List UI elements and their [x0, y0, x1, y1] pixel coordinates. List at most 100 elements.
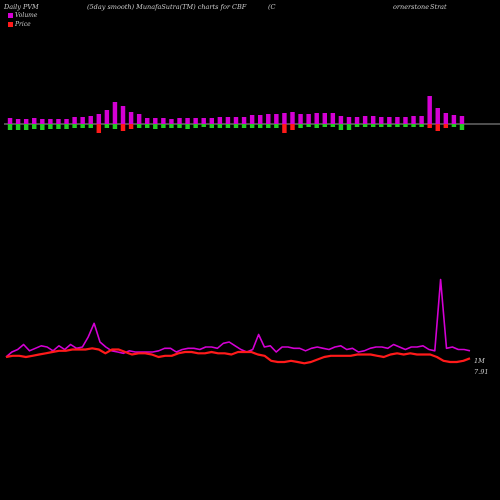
volume-bar-up	[451, 115, 457, 124]
volume-bar-down	[387, 124, 392, 127]
volume-bar-up	[395, 117, 400, 124]
volume-bar-down	[15, 124, 21, 130]
volume-bar-up	[136, 114, 142, 124]
volume-end-label: 1M	[474, 357, 485, 365]
volume-bar-up	[346, 117, 352, 124]
volume-bar-down	[362, 124, 368, 127]
volume-bar-down	[427, 124, 432, 128]
volume-bar-up	[128, 112, 134, 124]
volume-bar-down	[40, 124, 45, 130]
volume-bar-down	[266, 124, 271, 128]
volume-bar-down	[56, 124, 61, 129]
volume-bar-down	[153, 124, 158, 129]
volume-bar-up	[15, 119, 21, 124]
volume-bar-up	[379, 117, 384, 124]
chart-title: (5day smooth) MunafaSutra(TM) charts for…	[87, 3, 247, 11]
volume-bar-up	[104, 110, 110, 124]
volume-bar-down	[451, 124, 457, 127]
volume-bar-down	[403, 124, 408, 127]
volume-bar-down	[120, 124, 126, 131]
volume-bar-down	[411, 124, 416, 127]
legend-item-volume: Volume	[8, 11, 37, 20]
volume-bar-down	[80, 124, 85, 128]
volume-bar-down	[48, 124, 53, 129]
header-right-b: Strat	[430, 3, 447, 11]
volume-bar-down	[161, 124, 166, 128]
volume-bar-down	[201, 124, 206, 127]
volume-bar-down	[23, 124, 29, 130]
header-right-a: ornerstone	[393, 3, 430, 11]
volume-bar-down	[346, 124, 352, 130]
volume-bar-down	[459, 124, 465, 130]
volume-bar-up	[266, 114, 271, 124]
volume-bar-up	[306, 114, 311, 124]
volume-bar-up	[370, 116, 376, 124]
volume-bar-up	[193, 118, 198, 124]
volume-bar-up	[96, 114, 102, 124]
volume-bar-down	[435, 124, 440, 131]
volume-bar-up	[48, 119, 53, 124]
volume-bar-up	[443, 113, 449, 124]
volume-bar-up	[290, 112, 295, 124]
volume-bar-down	[145, 124, 150, 128]
volume-bar-down	[112, 124, 118, 129]
volume-bar-down	[217, 124, 223, 128]
volume-bar-down	[298, 124, 303, 128]
volume-bar-up	[322, 113, 327, 124]
volume-bar-up	[403, 117, 408, 124]
volume-bar-up	[201, 118, 206, 124]
chart-header: Daily PVM (5day smooth) MunafaSutra(TM) …	[0, 0, 500, 12]
volume-bar-down	[169, 124, 174, 128]
volume-bar-down	[96, 124, 102, 133]
volume-bar-down	[209, 124, 215, 128]
volume-bar-down	[330, 124, 336, 127]
volume-bar-up	[354, 117, 360, 124]
volume-bar-up	[217, 117, 223, 124]
volume-bar-up	[32, 118, 37, 124]
volume-bar-down	[88, 124, 93, 128]
legend: Volume Price	[8, 11, 37, 29]
volume-bar-up	[7, 118, 13, 124]
volume-bar-up	[161, 118, 166, 124]
volume-bar-up	[435, 108, 440, 124]
legend-swatch-price	[8, 22, 13, 27]
volume-bar-up	[120, 106, 126, 124]
volume-bar-down	[443, 124, 449, 128]
volume-bar-down	[395, 124, 400, 127]
header-paren: (C	[268, 3, 276, 11]
volume-bar-up	[145, 118, 150, 124]
volume-bar-up	[88, 116, 93, 124]
volume-bar-up	[153, 118, 158, 124]
volume-bar-down	[241, 124, 247, 128]
legend-label-volume: Volume	[15, 12, 38, 19]
volume-bar-up	[169, 119, 174, 124]
volume-bar-down	[379, 124, 384, 127]
volume-bar-down	[249, 124, 255, 128]
volume-bar-up	[362, 116, 368, 124]
volume-bar-down	[225, 124, 231, 128]
volume-bar-up	[257, 115, 263, 124]
volume-bar-up	[23, 119, 29, 124]
price-end-label: 7.91	[474, 368, 489, 376]
volume-bar-down	[354, 124, 360, 127]
volume-bar-down	[314, 124, 319, 128]
price-line	[5, 347, 471, 365]
volume-bar-down	[136, 124, 142, 128]
volume-bar-up	[338, 116, 344, 124]
volume-bar-up	[387, 117, 392, 124]
volume-bar-down	[290, 124, 295, 130]
volume-bar-down	[128, 124, 134, 129]
volume-bar-up	[427, 96, 432, 124]
volume-bar-up	[249, 115, 255, 124]
volume-bar-up	[241, 117, 247, 124]
volume-bar-up	[282, 113, 287, 124]
volume-line	[5, 278, 471, 358]
volume-bar-up	[40, 119, 45, 124]
volume-bar-down	[7, 124, 13, 130]
volume-bar-down	[185, 124, 190, 129]
volume-bar-up	[80, 117, 85, 124]
volume-bar-down	[282, 124, 287, 133]
volume-bar-down	[257, 124, 263, 128]
volume-bar-down	[306, 124, 311, 127]
